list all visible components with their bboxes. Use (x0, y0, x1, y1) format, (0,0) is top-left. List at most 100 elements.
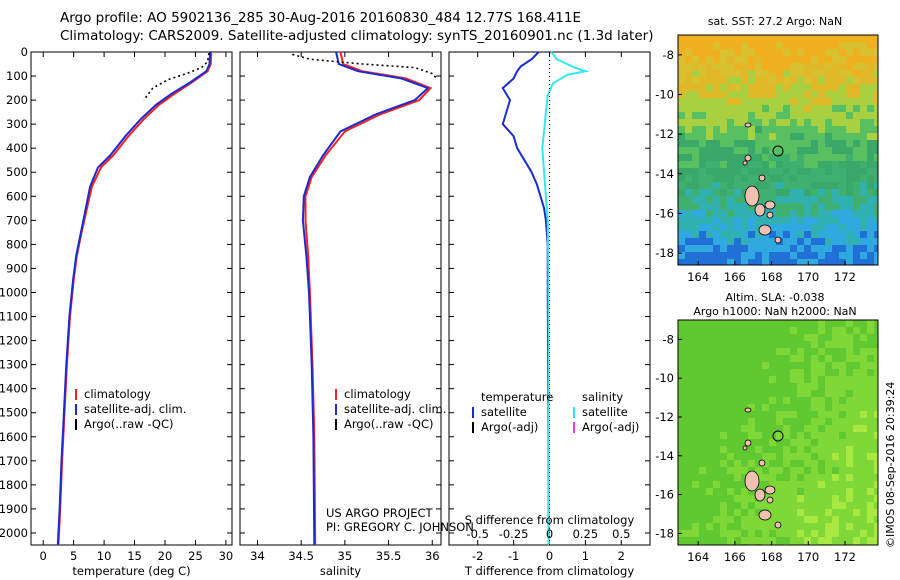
legend-label: satellite (481, 405, 527, 419)
x-tick-label: 30 (219, 549, 234, 563)
argo-position-marker (772, 145, 784, 157)
island-shape (744, 154, 752, 162)
x-tick-label: 34 (250, 549, 265, 563)
y-tick-label: 400 (6, 141, 28, 155)
x-tick-label: 10 (97, 549, 112, 563)
series-line-temperature-satellite (501, 51, 550, 546)
sla-map-title-line2: Argo h1000: NaN h2000: NaN (693, 305, 856, 318)
island-shape (742, 160, 748, 166)
series-line-satellite-adj-clim- (301, 51, 430, 546)
map-x-tick-label: 166 (724, 270, 746, 284)
x-tick-label-secondary: 0.5 (612, 527, 630, 541)
island-shape (766, 496, 774, 504)
x-axis-label-salinity-diff: S difference from climatology (465, 513, 635, 527)
island-shape (744, 185, 760, 207)
x-tick-label: 20 (158, 549, 173, 563)
map-y-tick-label: -14 (655, 449, 674, 463)
y-tick-label: 1500 (0, 406, 28, 420)
map-y-tick-label: -14 (655, 167, 674, 181)
series-line-climatology (304, 51, 433, 546)
map-y-tick-label: -8 (663, 48, 674, 62)
sst-map-pixels (678, 35, 878, 265)
map-x-tick-label: 170 (797, 550, 819, 564)
map-x-tick-label: 164 (687, 550, 709, 564)
series-line-argo-raw-qc- (143, 53, 210, 101)
x-tick-label: 35 (338, 549, 353, 563)
island-shape (754, 488, 766, 502)
y-tick-label: 500 (6, 165, 28, 179)
x-tick-label: 25 (188, 549, 203, 563)
island-shape (764, 485, 776, 495)
legend-label: climatology (344, 387, 411, 401)
sst-map-title: sat. SST: 27.2 Argo: NaN (708, 15, 842, 28)
y-tick-label: 100 (6, 69, 28, 83)
y-tick-label: 900 (6, 261, 28, 275)
plot-frame-salinity (239, 51, 442, 546)
series-line-satellite-adj-clim- (56, 51, 212, 546)
x-axis-label: temperature (deg C) (72, 564, 190, 578)
x-tick-label-secondary: -0.25 (499, 527, 529, 541)
island-shape (744, 470, 760, 492)
map-x-tick-label: 170 (797, 270, 819, 284)
sla-map-frame (677, 319, 879, 546)
island-shape (758, 509, 772, 521)
plot-frame-temperature (30, 51, 233, 546)
legend-label: Argo(..raw -QC) (84, 417, 174, 431)
sst-map-frame (677, 34, 879, 266)
island-shape (774, 236, 782, 244)
x-tick-label-secondary: 0 (546, 527, 553, 541)
y-tick-label: 1600 (0, 430, 28, 444)
island-shape (744, 407, 752, 413)
x-tick-label: 36 (425, 549, 440, 563)
x-tick-label: 0 (546, 549, 553, 563)
map-y-tick-label: -12 (655, 127, 674, 141)
x-tick-label: 1 (582, 549, 589, 563)
island-shape (764, 200, 776, 210)
y-tick-label: 700 (6, 213, 28, 227)
x-tick-label: -2 (472, 549, 483, 563)
legend-title-salinity: salinity (582, 390, 623, 404)
y-tick-label: 200 (6, 93, 28, 107)
chart-title-line1: Argo profile: AO 5902136_285 30-Aug-2016… (60, 10, 582, 26)
x-axis-label: salinity (320, 564, 361, 578)
map-x-tick-label: 166 (724, 550, 746, 564)
sla-map-pixels (678, 320, 878, 545)
legend-label: satellite-adj. clim. (84, 402, 186, 416)
map-y-tick-label: -16 (655, 206, 674, 220)
x-tick-label: 0 (40, 549, 47, 563)
legend-label: Argo(..raw -QC) (344, 417, 434, 431)
island-shape (744, 122, 752, 128)
annotation-project: US ARGO PROJECT (326, 506, 434, 520)
x-tick-label: 35.5 (376, 549, 402, 563)
map-x-tick-label: 168 (761, 270, 783, 284)
y-tick-label: 1700 (0, 454, 28, 468)
legend-label: satellite (582, 405, 628, 419)
argo-position-marker (772, 430, 784, 442)
x-tick-label: 5 (70, 549, 77, 563)
sla-map-title-line1: Altim. SLA: -0.038 (725, 291, 824, 304)
x-tick-label: 15 (127, 549, 142, 563)
island-shape (742, 445, 748, 451)
y-tick-label: 1100 (0, 310, 28, 324)
island-shape (766, 211, 774, 219)
annotation-pi: PI: GREGORY C. JOHNSON (326, 520, 474, 534)
map-y-tick-label: -18 (655, 526, 674, 540)
y-tick-label: 1800 (0, 478, 28, 492)
map-x-tick-label: 172 (834, 270, 856, 284)
legend-label: Argo(-adj) (582, 420, 639, 434)
x-tick-label: 2 (618, 549, 625, 563)
map-y-tick-label: -18 (655, 246, 674, 260)
map-x-tick-label: 164 (687, 270, 709, 284)
y-tick-label: 1000 (0, 285, 28, 299)
map-x-tick-label: 172 (834, 550, 856, 564)
series-line-argo-raw-qc- (292, 53, 438, 80)
x-axis-label: T difference from climatology (464, 564, 635, 578)
legend-label: satellite-adj. clim. (344, 402, 446, 416)
y-tick-label: 1400 (0, 382, 28, 396)
island-shape (758, 174, 766, 182)
y-tick-label: 1200 (0, 334, 28, 348)
legend-title-temperature: temperature (481, 390, 553, 404)
y-tick-label: 0 (21, 45, 28, 59)
map-y-tick-label: -8 (663, 332, 674, 346)
